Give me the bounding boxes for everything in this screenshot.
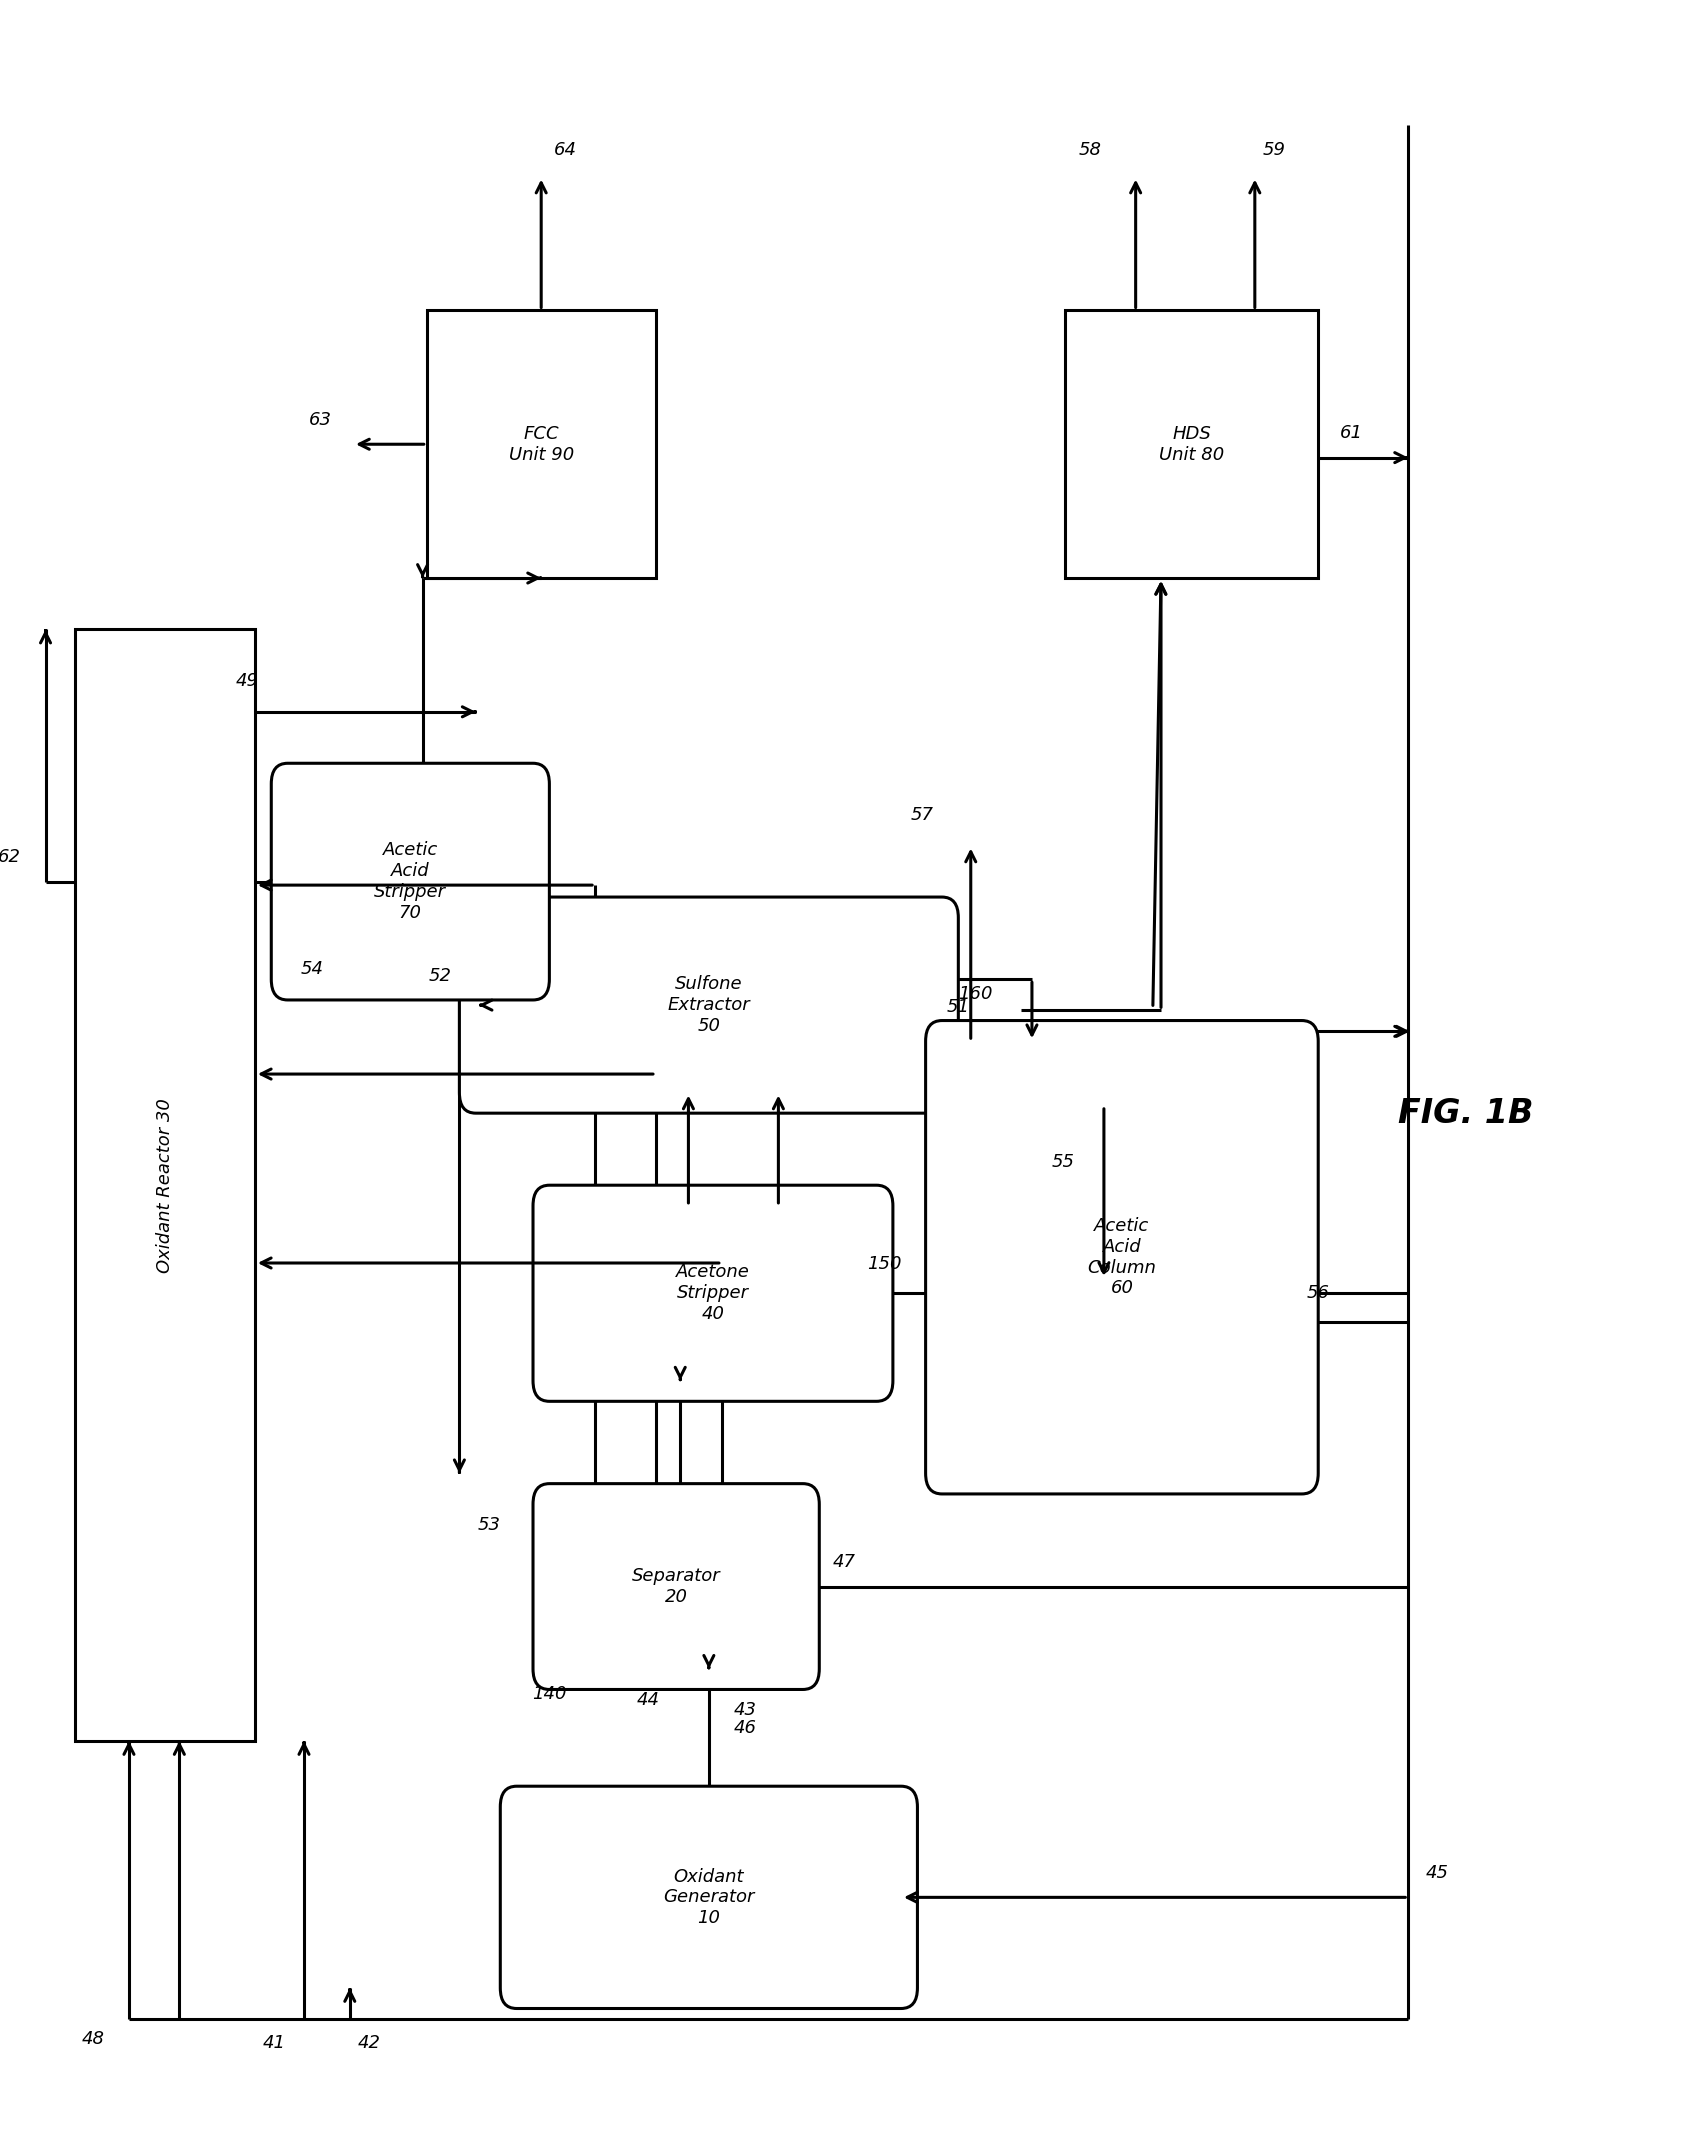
FancyBboxPatch shape [501, 1786, 917, 2009]
Text: HDS
Unit 80: HDS Unit 80 [1159, 425, 1223, 463]
Text: 140: 140 [532, 1685, 566, 1702]
Text: 160: 160 [958, 984, 993, 1003]
Text: FCC
Unit 90: FCC Unit 90 [508, 425, 574, 463]
FancyBboxPatch shape [925, 1021, 1319, 1494]
FancyBboxPatch shape [460, 896, 958, 1113]
Text: 59: 59 [1263, 142, 1287, 159]
Text: Separator
20: Separator 20 [632, 1567, 721, 1606]
Text: Sulfone
Extractor
50: Sulfone Extractor 50 [668, 976, 750, 1036]
FancyBboxPatch shape [533, 1484, 820, 1689]
FancyBboxPatch shape [426, 311, 656, 579]
Text: 51: 51 [947, 997, 970, 1016]
Text: 42: 42 [358, 2035, 382, 2052]
Text: 58: 58 [1079, 142, 1101, 159]
Text: 62: 62 [0, 847, 20, 866]
Text: 44: 44 [636, 1692, 659, 1709]
Text: 47: 47 [832, 1552, 855, 1572]
Text: 54: 54 [300, 961, 324, 978]
Text: 57: 57 [910, 806, 934, 823]
Text: 53: 53 [477, 1516, 501, 1533]
Text: 61: 61 [1339, 425, 1363, 442]
Text: 48: 48 [82, 2030, 104, 2048]
Text: 49: 49 [235, 671, 259, 690]
Text: 45: 45 [1426, 1863, 1448, 1882]
Text: 41: 41 [262, 2035, 286, 2052]
Text: 46: 46 [733, 1719, 757, 1737]
Text: 56: 56 [1307, 1284, 1329, 1301]
Text: 150: 150 [867, 1256, 901, 1274]
Text: 64: 64 [554, 142, 578, 159]
Text: 43: 43 [733, 1700, 757, 1719]
Text: Acetic
Acid
Stripper
70: Acetic Acid Stripper 70 [375, 840, 446, 922]
Text: Acetone
Stripper
40: Acetone Stripper 40 [676, 1263, 750, 1323]
FancyBboxPatch shape [271, 763, 549, 999]
Text: Oxidant Reactor 30: Oxidant Reactor 30 [157, 1098, 174, 1274]
Text: 55: 55 [1051, 1153, 1075, 1171]
Text: Acetic
Acid
Column
60: Acetic Acid Column 60 [1087, 1218, 1157, 1297]
Text: 63: 63 [308, 410, 332, 429]
Text: Oxidant
Generator
10: Oxidant Generator 10 [663, 1867, 755, 1927]
FancyBboxPatch shape [75, 630, 256, 1741]
Text: FIG. 1B: FIG. 1B [1397, 1098, 1534, 1130]
FancyBboxPatch shape [533, 1186, 893, 1402]
Text: 52: 52 [428, 967, 452, 986]
FancyBboxPatch shape [1065, 311, 1319, 579]
